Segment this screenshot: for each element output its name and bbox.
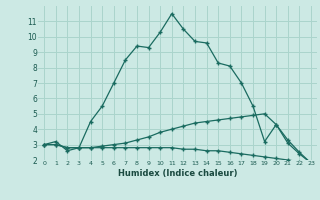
X-axis label: Humidex (Indice chaleur): Humidex (Indice chaleur) xyxy=(118,169,237,178)
